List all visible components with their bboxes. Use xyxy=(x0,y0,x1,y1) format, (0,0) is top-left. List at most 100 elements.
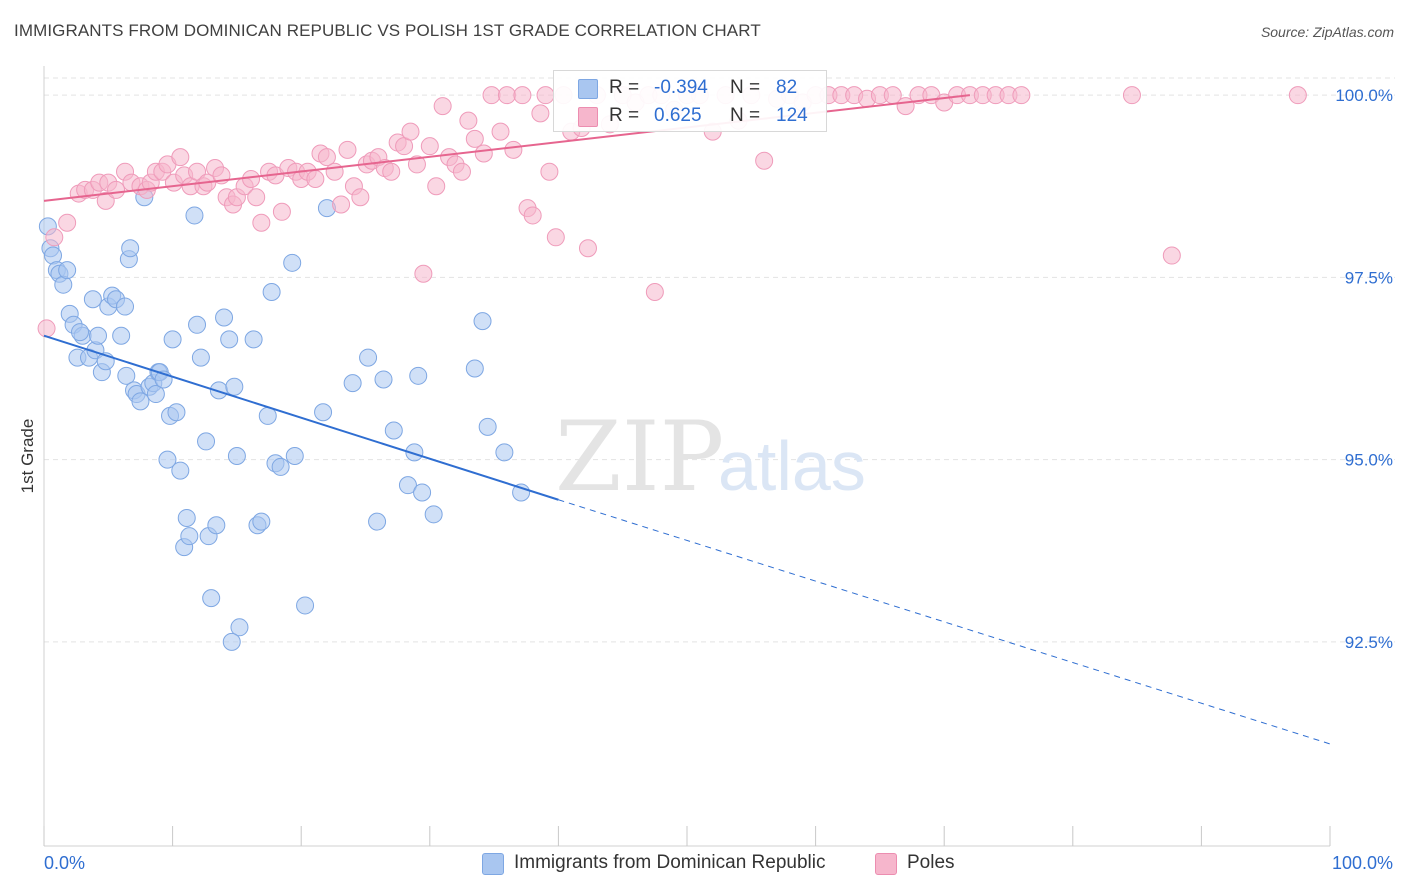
data-point-blue xyxy=(495,443,514,462)
data-point-pink xyxy=(242,169,261,188)
x-tick-label: 100.0% xyxy=(1332,853,1393,873)
data-point-pink xyxy=(513,86,532,105)
legend-swatch-pink xyxy=(875,853,897,875)
data-point-pink xyxy=(1122,86,1141,105)
data-point-pink xyxy=(482,86,501,105)
gridlines xyxy=(44,77,1395,643)
data-point-blue xyxy=(185,206,204,225)
series-immigrants-dominican-republic xyxy=(38,188,531,651)
data-point-blue xyxy=(283,253,302,272)
data-point-pink xyxy=(332,195,351,214)
data-point-blue xyxy=(285,447,304,465)
data-point-pink xyxy=(1012,86,1031,105)
data-point-blue xyxy=(202,589,221,608)
data-point-blue xyxy=(465,359,484,378)
axes xyxy=(43,66,1331,847)
data-point-blue xyxy=(227,447,246,465)
x-tick-label: 0.0% xyxy=(44,853,85,873)
data-point-pink xyxy=(452,162,471,181)
data-point-blue xyxy=(244,330,263,349)
legend-row-poles: R = 0.625 N = 124 xyxy=(554,102,826,130)
data-point-pink xyxy=(1288,86,1307,105)
data-point-pink xyxy=(247,188,266,207)
legend-swatch-pink xyxy=(578,107,598,127)
data-point-pink xyxy=(497,86,516,105)
data-point-pink xyxy=(171,148,190,167)
data-point-pink xyxy=(325,162,344,181)
data-point-blue xyxy=(121,239,140,258)
data-point-pink xyxy=(755,151,774,170)
data-point-pink xyxy=(491,122,510,141)
data-point-blue xyxy=(478,417,497,436)
data-point-pink xyxy=(420,137,439,156)
data-point-blue xyxy=(197,432,216,451)
data-point-blue xyxy=(271,457,290,476)
data-point-blue xyxy=(409,366,428,385)
data-point-pink xyxy=(1162,246,1181,265)
watermark-atlas: atlas xyxy=(718,427,866,505)
y-tick-label: 97.5% xyxy=(1345,268,1393,287)
y-tick-label: 92.5% xyxy=(1345,633,1393,652)
data-point-blue xyxy=(188,315,207,334)
data-point-blue xyxy=(252,512,271,531)
data-point-pink xyxy=(433,97,452,116)
data-point-blue xyxy=(167,403,186,422)
data-point-pink xyxy=(540,162,559,181)
data-point-pink xyxy=(317,148,336,167)
data-point-blue xyxy=(58,261,77,280)
y-axis-label: 1st Grade xyxy=(18,419,37,494)
data-point-blue xyxy=(180,527,199,546)
legend-stats: R = -0.394 N = 82 R = 0.625 N = 124 xyxy=(553,70,827,132)
legend-label: Poles xyxy=(907,852,955,873)
chart-source: Source: ZipAtlas.com xyxy=(1260,24,1394,40)
data-point-blue xyxy=(374,370,393,389)
data-point-blue xyxy=(230,618,249,637)
data-point-pink xyxy=(474,144,493,163)
data-point-pink xyxy=(45,228,64,247)
data-point-blue xyxy=(207,516,226,535)
data-point-pink xyxy=(546,228,565,247)
data-point-pink xyxy=(414,264,433,283)
data-point-pink xyxy=(531,104,550,123)
data-point-blue xyxy=(71,323,90,342)
legend-n-value: 82 xyxy=(776,77,798,98)
chart-title: IMMIGRANTS FROM DOMINICAN REPUBLIC VS PO… xyxy=(14,21,761,40)
data-point-blue xyxy=(146,385,165,404)
data-point-pink xyxy=(351,188,370,207)
data-point-pink xyxy=(252,213,271,232)
data-point-blue xyxy=(83,290,102,309)
legend-label: Immigrants from Dominican Republic xyxy=(514,852,826,873)
trendline-blue xyxy=(43,334,559,501)
data-point-pink xyxy=(645,282,664,301)
legend-r-label: R = xyxy=(609,77,640,98)
data-point-pink xyxy=(382,162,401,181)
legend-row-immigrants-dominican-republic: R = -0.394 N = 82 xyxy=(554,74,826,102)
data-point-pink xyxy=(401,122,420,141)
data-point-pink xyxy=(459,111,478,130)
data-point-pink xyxy=(37,319,56,338)
data-point-blue xyxy=(222,632,241,651)
data-point-blue xyxy=(296,596,315,615)
data-point-blue xyxy=(171,461,190,480)
data-point-pink xyxy=(96,191,115,210)
data-point-pink xyxy=(504,140,523,159)
data-point-blue xyxy=(405,443,424,462)
legend-series: Immigrants from Dominican Republic Poles xyxy=(0,852,1406,878)
data-point-blue xyxy=(158,450,177,469)
data-point-pink xyxy=(407,155,426,174)
data-point-pink xyxy=(536,86,555,105)
trendline-blue-extension xyxy=(558,499,1331,745)
data-point-blue xyxy=(368,512,387,531)
y-tick-label: 100.0% xyxy=(1335,86,1393,105)
legend-n-label: N = xyxy=(730,77,761,98)
data-point-blue xyxy=(359,348,378,367)
data-point-blue xyxy=(343,374,362,393)
trendline-pink xyxy=(43,94,971,202)
data-point-blue xyxy=(384,421,403,440)
data-point-blue xyxy=(225,377,244,396)
data-point-blue xyxy=(220,330,239,349)
data-point-blue xyxy=(314,403,333,422)
data-point-pink xyxy=(523,206,542,225)
